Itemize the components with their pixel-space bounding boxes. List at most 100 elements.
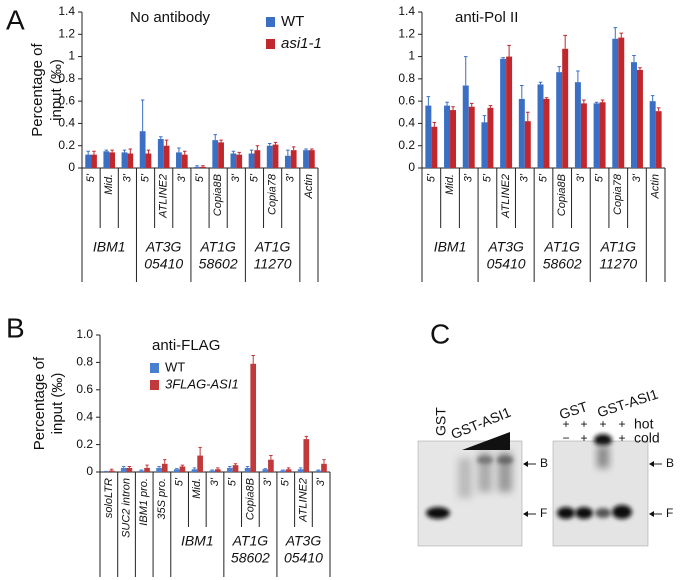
error-bar bbox=[557, 66, 561, 73]
error-bar bbox=[233, 463, 238, 466]
bar bbox=[144, 467, 150, 472]
x-tick-label: Copia8B bbox=[556, 174, 568, 216]
error-bar bbox=[180, 464, 185, 467]
error-bar bbox=[86, 150, 90, 155]
bar bbox=[500, 58, 507, 168]
condition-sign: + bbox=[580, 417, 587, 431]
bar bbox=[444, 105, 451, 168]
lane-label: GST bbox=[433, 407, 449, 436]
x-tick-label: 5' bbox=[280, 477, 292, 486]
x-tick-label: 3' bbox=[176, 173, 188, 182]
gel-band bbox=[497, 456, 513, 464]
y-tick-label: 0 bbox=[86, 464, 93, 478]
error-bar bbox=[445, 101, 449, 106]
bar bbox=[127, 153, 134, 168]
error-bar bbox=[501, 57, 505, 59]
arrowhead bbox=[523, 461, 528, 467]
bar bbox=[649, 101, 656, 168]
error-bar bbox=[632, 54, 636, 63]
error-bar bbox=[263, 468, 267, 470]
legend-label: WT bbox=[165, 359, 185, 374]
panel-label: A bbox=[6, 4, 25, 35]
bar bbox=[103, 151, 110, 168]
x-tick-label: 3' bbox=[121, 173, 133, 182]
chart-title: No antibody bbox=[130, 9, 211, 26]
band-label: F bbox=[666, 506, 673, 520]
bar bbox=[200, 166, 206, 168]
bar bbox=[91, 154, 97, 168]
y-tick-label: 1.4 bbox=[58, 4, 75, 18]
y-axis-label: input (‰) bbox=[48, 59, 65, 121]
error-bar bbox=[183, 150, 187, 155]
error-bar bbox=[251, 355, 255, 364]
x-tick-label: ATLINE2 bbox=[297, 478, 309, 523]
error-bar bbox=[192, 467, 197, 470]
bar bbox=[431, 126, 438, 168]
error-bar bbox=[175, 468, 179, 470]
x-tick-label: 5' bbox=[227, 477, 239, 486]
error-bar bbox=[286, 467, 291, 470]
gel-smear bbox=[458, 458, 472, 498]
bar bbox=[191, 469, 198, 472]
bar bbox=[297, 469, 304, 472]
gel-left: GST GST-ASI1 B F bbox=[417, 404, 548, 547]
error-bar bbox=[526, 111, 530, 122]
group-label: AT3G bbox=[487, 239, 524, 255]
condition-label: hot bbox=[634, 416, 654, 432]
error-bar bbox=[159, 136, 163, 140]
gel-band bbox=[477, 456, 493, 464]
bar bbox=[315, 470, 322, 472]
x-tick-label: Copia8B bbox=[244, 478, 256, 520]
error-bar bbox=[127, 466, 132, 468]
x-tick-label: soloLTR bbox=[103, 478, 115, 518]
bar bbox=[487, 107, 494, 168]
y-tick-label: 0 bbox=[408, 160, 415, 174]
x-tick-label: 3' bbox=[631, 173, 643, 182]
error-bar bbox=[122, 466, 126, 468]
arrowhead bbox=[523, 511, 528, 517]
error-bar bbox=[544, 97, 549, 99]
legend-label: asi1-1 bbox=[281, 35, 322, 52]
error-bar bbox=[210, 469, 214, 471]
error-bar bbox=[92, 150, 96, 155]
y-tick-label: 1.4 bbox=[398, 4, 415, 18]
bar bbox=[290, 150, 297, 168]
bar bbox=[321, 463, 327, 472]
group-label: AT1G bbox=[232, 533, 269, 549]
condition-label: cold bbox=[634, 430, 660, 446]
x-tick-label: Mid. bbox=[191, 478, 203, 499]
band-label: B bbox=[666, 456, 674, 470]
bar bbox=[630, 62, 637, 169]
arrowhead bbox=[649, 511, 654, 517]
panel-label: B bbox=[6, 312, 25, 343]
condition-sign: + bbox=[618, 431, 625, 445]
x-tick-label: 5' bbox=[481, 173, 493, 182]
bar bbox=[574, 82, 581, 168]
error-bar bbox=[163, 459, 167, 464]
error-bar bbox=[219, 139, 223, 143]
bar bbox=[543, 98, 550, 168]
y-tick-label: 1 bbox=[408, 49, 415, 63]
x-tick-label: 3' bbox=[285, 173, 297, 182]
error-bar bbox=[310, 148, 314, 151]
bar bbox=[450, 110, 457, 168]
x-tick-label: Copia78 bbox=[267, 173, 279, 215]
bar bbox=[303, 150, 309, 168]
error-bar bbox=[291, 146, 296, 151]
gel-right: GST GST-ASI1 + + + + hot − + − + cold B … bbox=[552, 386, 674, 547]
arrowhead bbox=[649, 461, 654, 467]
x-tick-label: 5' bbox=[139, 173, 151, 182]
y-tick-label: 0.8 bbox=[398, 71, 415, 85]
bar bbox=[250, 363, 257, 472]
group-label: 58602 bbox=[231, 550, 270, 566]
bar bbox=[156, 467, 162, 472]
bar bbox=[248, 153, 255, 168]
error-bar bbox=[146, 149, 151, 154]
error-bar bbox=[198, 446, 202, 456]
bar bbox=[580, 103, 587, 168]
legend-swatch bbox=[150, 380, 159, 390]
error-bar bbox=[195, 165, 199, 167]
x-tick-label: 5' bbox=[593, 173, 605, 182]
group-label: IBM1 bbox=[434, 239, 467, 255]
error-bar bbox=[140, 99, 145, 132]
